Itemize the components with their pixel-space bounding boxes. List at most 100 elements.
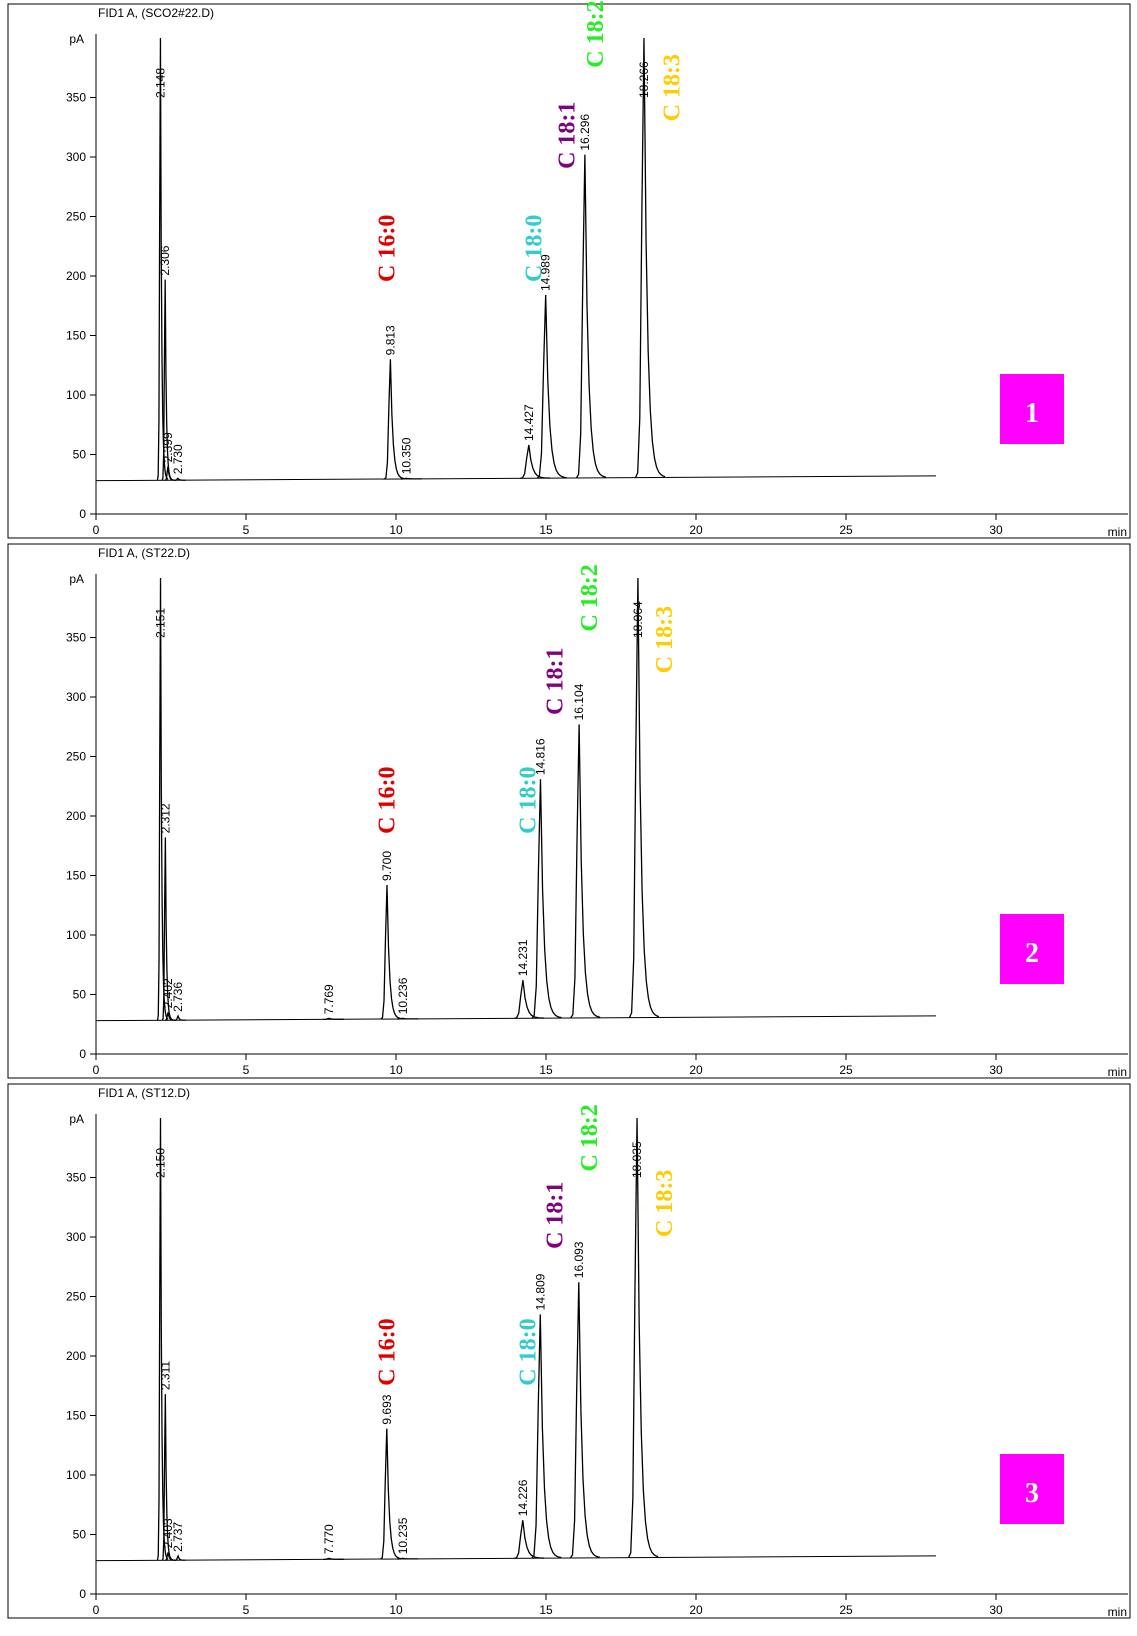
peak-label: 2.306: [158, 245, 172, 275]
x-tick-label: 30: [989, 1063, 1003, 1077]
x-axis-label: min: [1108, 525, 1127, 539]
peak-label: 2.730: [171, 444, 185, 474]
x-tick-label: 15: [539, 523, 553, 537]
panel-title: FID1 A, (SCO2#22.D): [98, 6, 214, 20]
y-tick-label: 50: [73, 988, 87, 1002]
page: FID1 A, (SCO2#22.D)pAmin0501001502002503…: [0, 0, 1137, 1636]
y-axis-label: pA: [69, 32, 84, 46]
panel: FID1 A, (ST12.D)pAmin0501001502002503003…: [8, 1084, 1130, 1619]
y-tick-label: 350: [66, 91, 86, 105]
x-tick-label: 10: [389, 1063, 403, 1077]
peak: [571, 724, 600, 1018]
y-tick-label: 100: [66, 928, 86, 942]
x-tick-label: 20: [689, 1603, 703, 1617]
y-tick-label: 0: [79, 1047, 86, 1061]
peak: [175, 1556, 186, 1560]
y-tick-label: 50: [73, 448, 87, 462]
peak: [537, 295, 566, 478]
peak: [175, 478, 186, 480]
peak: [401, 478, 422, 479]
x-tick-label: 0: [93, 1603, 100, 1617]
peak-label: 7.769: [322, 984, 336, 1014]
peak-label: 9.693: [380, 1394, 394, 1424]
panel-label: 1: [1025, 398, 1039, 429]
peak-label: 18.035: [630, 1141, 644, 1178]
peak-label: 16.093: [572, 1241, 586, 1278]
peak-label: 2.736: [171, 982, 185, 1012]
peak: [570, 1282, 599, 1558]
peak: [514, 1520, 543, 1558]
y-tick-label: 250: [66, 1290, 86, 1304]
panel: FID1 A, (ST22.D)pAmin0501001502002503003…: [8, 544, 1130, 1079]
peak-annotation: C 18:0: [516, 1318, 542, 1385]
peak-label: 2.150: [154, 1148, 168, 1178]
peak-annotation: C 16:0: [375, 1318, 401, 1385]
peak-label: 10.235: [396, 1517, 410, 1554]
y-tick-label: 200: [66, 269, 86, 283]
chart: FID1 A, (SCO2#22.D)pAmin0501001502002503…: [0, 0, 1137, 1636]
y-tick-label: 50: [73, 1528, 87, 1542]
peak: [175, 1016, 186, 1020]
x-tick-label: 5: [243, 523, 250, 537]
x-axis-label: min: [1108, 1605, 1127, 1619]
peak-annotation: C 18:3: [652, 606, 678, 673]
x-tick-label: 25: [839, 1063, 853, 1077]
peak-annotation: C 16:0: [375, 215, 401, 282]
peak-label: 9.700: [380, 851, 394, 881]
peak-annotation: C 18:2: [583, 0, 609, 67]
y-axis-label: pA: [69, 1112, 84, 1126]
y-tick-label: 0: [79, 507, 86, 521]
peak-annotation: C 18:2: [577, 564, 603, 631]
peak-label: 18.064: [631, 601, 645, 638]
y-tick-label: 350: [66, 1171, 86, 1185]
y-tick-label: 100: [66, 388, 86, 402]
peak-label: 7.770: [322, 1524, 336, 1554]
panel-title: FID1 A, (ST12.D): [98, 1086, 190, 1100]
peak-label: 14.226: [516, 1479, 530, 1516]
y-tick-label: 150: [66, 329, 86, 343]
peak-label: 18.266: [637, 61, 651, 98]
x-tick-label: 10: [389, 1603, 403, 1617]
peak-annotation: C 18:1: [543, 648, 569, 715]
x-tick-label: 10: [389, 523, 403, 537]
peak-annotation: C 18:3: [652, 1170, 678, 1237]
y-tick-label: 300: [66, 690, 86, 704]
x-tick-label: 0: [93, 1063, 100, 1077]
panel-title: FID1 A, (ST22.D): [98, 546, 190, 560]
peak: [520, 445, 549, 478]
peak-label: 2.148: [153, 68, 167, 98]
panel-label: 2: [1025, 938, 1039, 969]
y-tick-label: 300: [66, 150, 86, 164]
y-tick-label: 0: [79, 1587, 86, 1601]
y-tick-label: 200: [66, 1349, 86, 1363]
peak: [515, 980, 544, 1018]
peak-label: 10.236: [396, 977, 410, 1014]
peak-annotation: C 18:0: [516, 767, 542, 834]
peak-label: 14.427: [522, 404, 536, 441]
peak: [323, 1558, 344, 1559]
x-tick-label: 30: [989, 1603, 1003, 1617]
peak-annotation: C 18:0: [522, 215, 548, 282]
y-tick-label: 150: [66, 869, 86, 883]
x-tick-label: 15: [539, 1603, 553, 1617]
peak-annotation: C 18:1: [543, 1182, 569, 1249]
peak-label: 2.311: [158, 1361, 172, 1390]
peak: [576, 155, 605, 478]
x-axis-label: min: [1108, 1065, 1127, 1079]
x-tick-label: 25: [839, 1603, 853, 1617]
peak-annotation: C 16:0: [375, 767, 401, 834]
x-tick-label: 5: [243, 1603, 250, 1617]
x-tick-label: 5: [243, 1063, 250, 1077]
x-tick-label: 20: [689, 1063, 703, 1077]
peak-annotation: C 18:3: [660, 54, 686, 121]
x-tick-label: 20: [689, 523, 703, 537]
x-tick-label: 15: [539, 1063, 553, 1077]
panel: FID1 A, (SCO2#22.D)pAmin0501001502002503…: [8, 0, 1130, 539]
peak-label: 16.104: [572, 683, 586, 720]
y-tick-label: 100: [66, 1468, 86, 1482]
y-axis-label: pA: [69, 572, 84, 586]
x-tick-label: 0: [93, 523, 100, 537]
peak-label: 14.809: [533, 1273, 547, 1310]
peak-label: 2.151: [154, 608, 168, 638]
y-tick-label: 150: [66, 1409, 86, 1423]
